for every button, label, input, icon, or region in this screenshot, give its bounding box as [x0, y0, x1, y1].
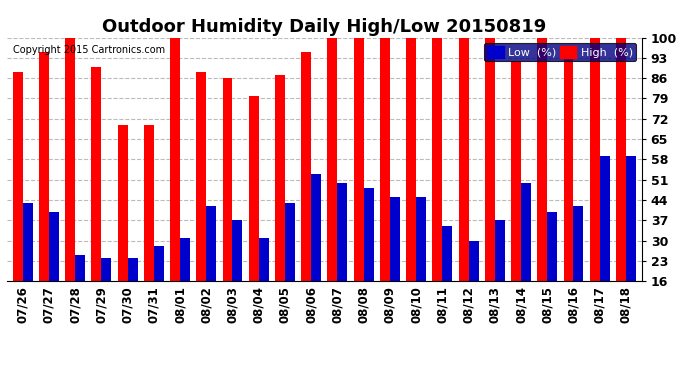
- Bar: [626, 156, 636, 281]
- Bar: [196, 72, 206, 281]
- Bar: [459, 38, 469, 281]
- Bar: [75, 255, 85, 281]
- Bar: [390, 197, 400, 281]
- Bar: [469, 241, 479, 281]
- Bar: [222, 78, 233, 281]
- Bar: [49, 211, 59, 281]
- Text: Copyright 2015 Cartronics.com: Copyright 2015 Cartronics.com: [13, 45, 166, 55]
- Bar: [442, 226, 453, 281]
- Bar: [590, 38, 600, 281]
- Bar: [485, 38, 495, 281]
- Bar: [23, 203, 32, 281]
- Bar: [39, 52, 49, 281]
- Bar: [328, 38, 337, 281]
- Bar: [573, 206, 584, 281]
- Title: Outdoor Humidity Daily High/Low 20150819: Outdoor Humidity Daily High/Low 20150819: [102, 18, 546, 36]
- Bar: [128, 258, 137, 281]
- Bar: [406, 38, 416, 281]
- Bar: [600, 156, 610, 281]
- Bar: [154, 246, 164, 281]
- Bar: [433, 38, 442, 281]
- Bar: [511, 61, 521, 281]
- Bar: [302, 52, 311, 281]
- Bar: [521, 183, 531, 281]
- Bar: [206, 206, 216, 281]
- Legend: Low  (%), High  (%): Low (%), High (%): [484, 43, 636, 61]
- Bar: [259, 238, 268, 281]
- Bar: [144, 124, 154, 281]
- Bar: [249, 96, 259, 281]
- Bar: [12, 72, 23, 281]
- Bar: [364, 188, 373, 281]
- Bar: [180, 238, 190, 281]
- Bar: [416, 197, 426, 281]
- Bar: [285, 203, 295, 281]
- Bar: [495, 220, 505, 281]
- Bar: [354, 38, 364, 281]
- Bar: [337, 183, 347, 281]
- Bar: [380, 38, 390, 281]
- Bar: [564, 52, 573, 281]
- Bar: [311, 174, 321, 281]
- Bar: [547, 211, 558, 281]
- Bar: [101, 258, 111, 281]
- Bar: [616, 38, 626, 281]
- Bar: [170, 38, 180, 281]
- Bar: [538, 38, 547, 281]
- Bar: [91, 66, 101, 281]
- Bar: [117, 124, 128, 281]
- Bar: [275, 75, 285, 281]
- Bar: [65, 38, 75, 281]
- Bar: [233, 220, 242, 281]
